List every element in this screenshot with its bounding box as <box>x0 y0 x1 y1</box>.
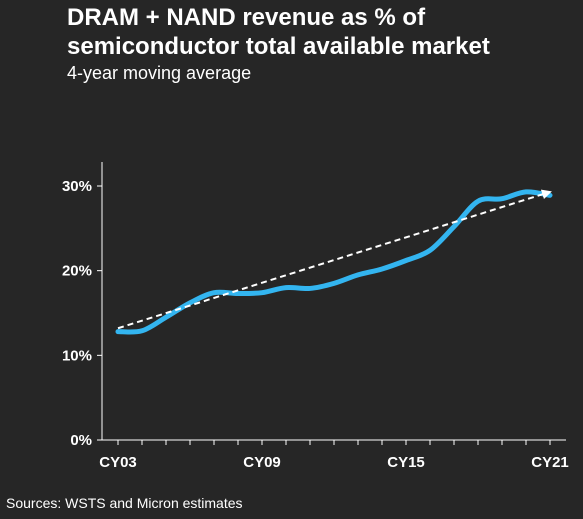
chart-title: DRAM + NAND revenue as % of semiconducto… <box>67 4 490 60</box>
x-tick-label: CY09 <box>243 454 281 471</box>
x-tick-label: CY15 <box>387 454 425 471</box>
y-tick-label: 10% <box>62 347 92 364</box>
x-tick-label: CY03 <box>99 454 137 471</box>
x-tick-label: CY21 <box>531 454 569 471</box>
source-note: Sources: WSTS and Micron estimates <box>6 495 243 511</box>
chart-subtitle: 4-year moving average <box>67 63 252 83</box>
tick-labels: 0% 10% 20% 30% CY03 CY09 CY15 CY21 <box>62 178 569 471</box>
y-tick-label: 0% <box>70 432 92 449</box>
revenue-share-line <box>115 189 553 335</box>
y-tick-label: 20% <box>62 263 92 280</box>
trend-line <box>117 189 552 330</box>
y-tick-label: 30% <box>62 178 92 195</box>
series-layer <box>115 189 553 335</box>
chart-axes <box>97 162 566 445</box>
